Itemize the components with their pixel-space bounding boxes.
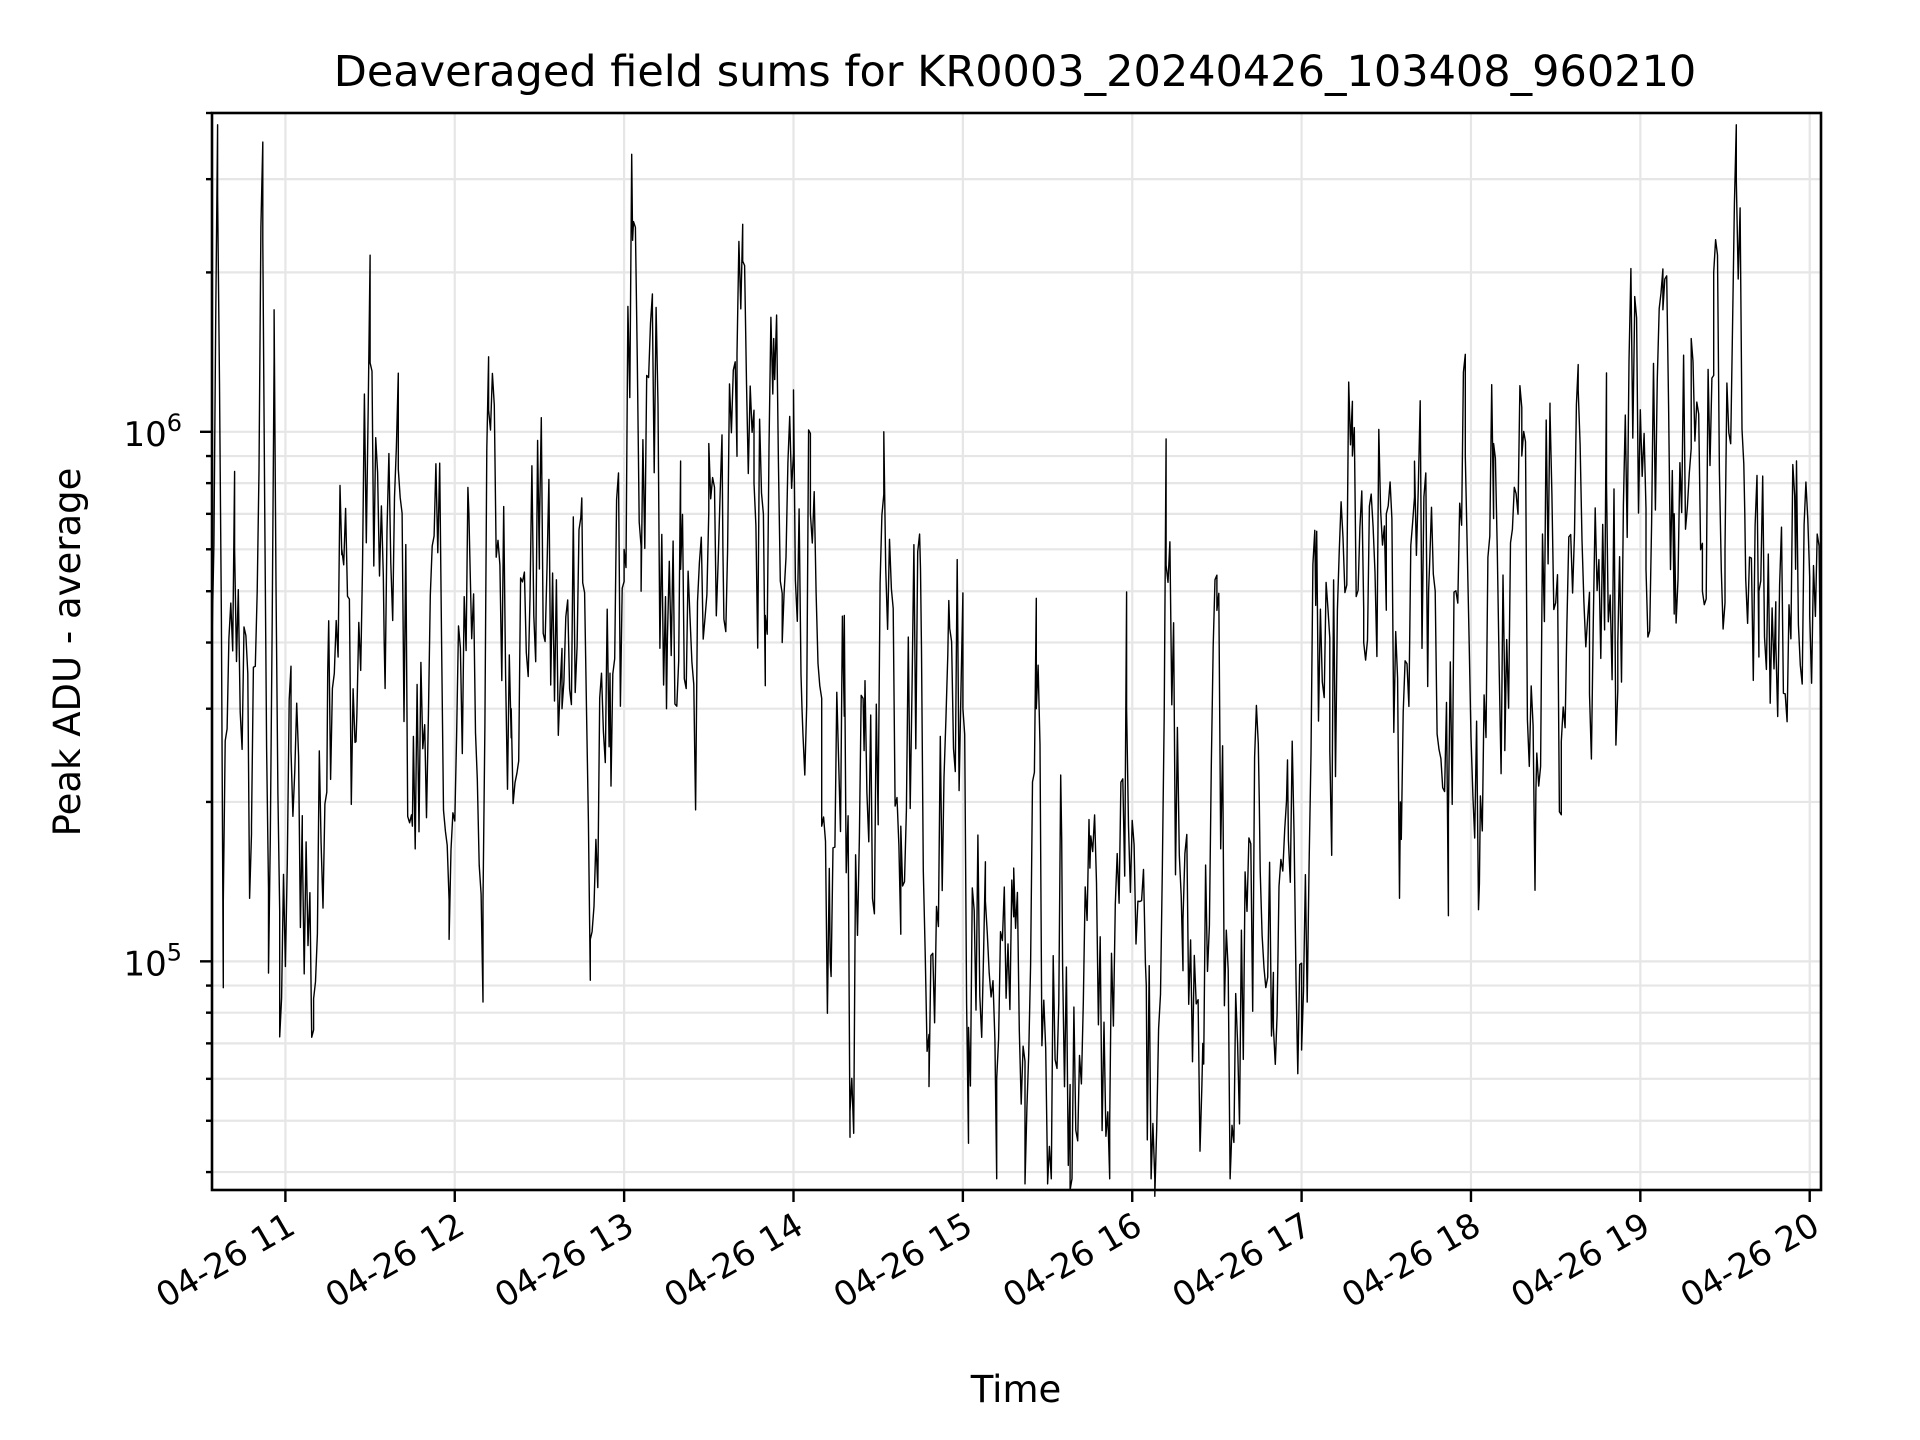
- y-axis-label: Peak ADU - average: [46, 468, 89, 837]
- x-axis-label: Time: [970, 1368, 1062, 1411]
- series-layer: [211, 124, 1822, 1197]
- series-line: [211, 124, 1822, 1197]
- chart-title: Deaveraged field sums for KR0003_2024042…: [334, 47, 1697, 97]
- y-tick-label: 105: [123, 938, 182, 984]
- y-tick-label: 106: [123, 409, 182, 455]
- plot-frame: [210, 111, 1823, 1192]
